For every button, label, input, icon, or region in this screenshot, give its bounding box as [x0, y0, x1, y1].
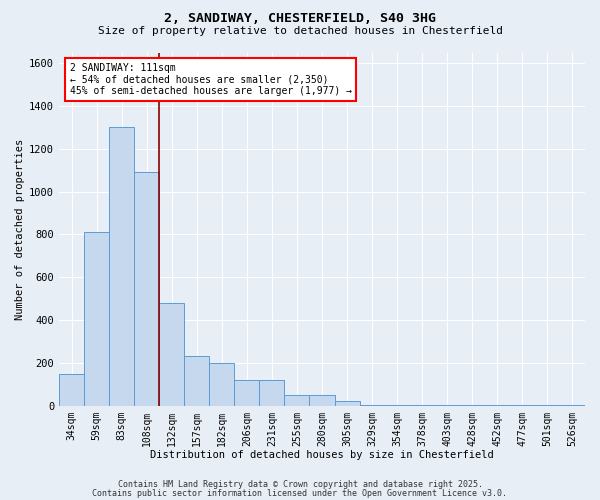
- Text: 2, SANDIWAY, CHESTERFIELD, S40 3HG: 2, SANDIWAY, CHESTERFIELD, S40 3HG: [164, 12, 436, 26]
- Bar: [109, 128, 134, 406]
- Bar: [359, 404, 385, 406]
- Bar: [560, 404, 585, 406]
- Bar: [84, 232, 109, 406]
- Bar: [535, 404, 560, 406]
- Bar: [410, 404, 435, 406]
- Bar: [435, 404, 460, 406]
- Text: Contains HM Land Registry data © Crown copyright and database right 2025.: Contains HM Land Registry data © Crown c…: [118, 480, 482, 489]
- Bar: [310, 395, 335, 406]
- Bar: [259, 380, 284, 406]
- Bar: [209, 363, 235, 406]
- Bar: [235, 380, 259, 406]
- Bar: [385, 404, 410, 406]
- Y-axis label: Number of detached properties: Number of detached properties: [15, 138, 25, 320]
- Bar: [134, 172, 159, 406]
- Text: 2 SANDIWAY: 111sqm
← 54% of detached houses are smaller (2,350)
45% of semi-deta: 2 SANDIWAY: 111sqm ← 54% of detached hou…: [70, 63, 352, 96]
- X-axis label: Distribution of detached houses by size in Chesterfield: Distribution of detached houses by size …: [150, 450, 494, 460]
- Bar: [59, 374, 84, 406]
- Bar: [510, 404, 535, 406]
- Bar: [335, 402, 359, 406]
- Bar: [184, 356, 209, 406]
- Bar: [159, 303, 184, 406]
- Bar: [485, 404, 510, 406]
- Bar: [284, 395, 310, 406]
- Bar: [460, 404, 485, 406]
- Text: Size of property relative to detached houses in Chesterfield: Size of property relative to detached ho…: [97, 26, 503, 36]
- Text: Contains public sector information licensed under the Open Government Licence v3: Contains public sector information licen…: [92, 490, 508, 498]
